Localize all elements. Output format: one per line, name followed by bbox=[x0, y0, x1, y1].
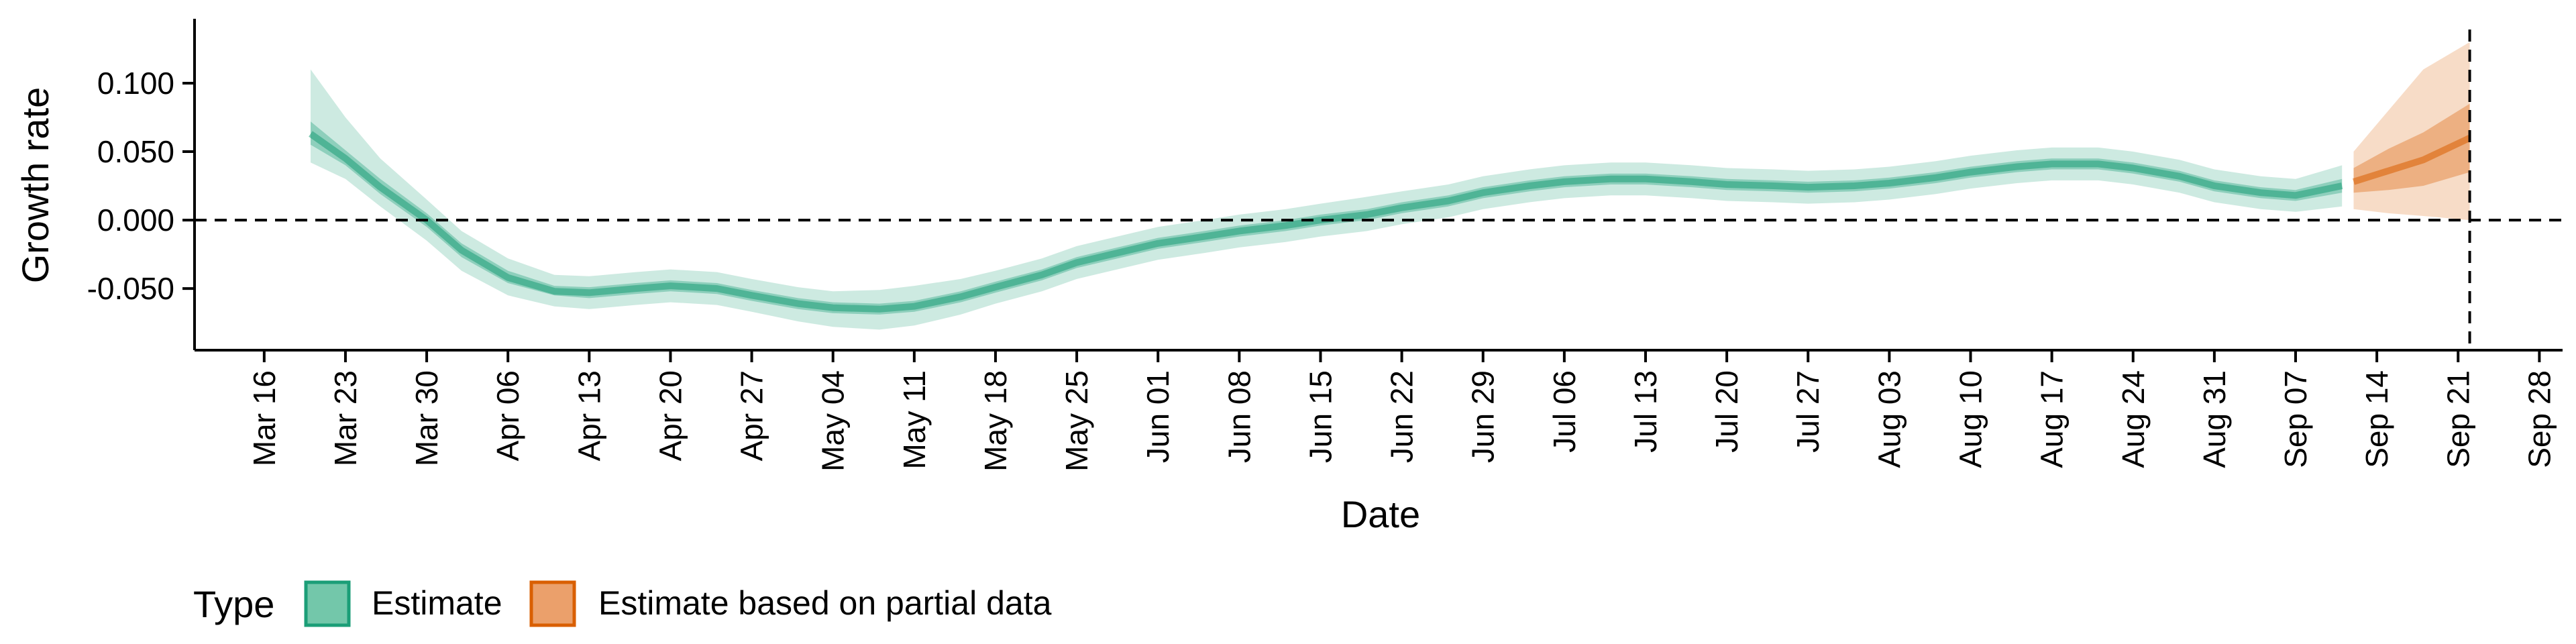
reference-lines bbox=[195, 30, 2563, 350]
y-tick-label: -0.050 bbox=[87, 271, 174, 306]
x-tick-label: Apr 27 bbox=[735, 370, 769, 462]
x-tick-label: Aug 24 bbox=[2116, 370, 2151, 468]
y-axis-title: Growth rate bbox=[14, 87, 56, 284]
x-tick-label: Jun 22 bbox=[1385, 370, 1419, 463]
legend-item-estimate: Estimate bbox=[304, 580, 502, 627]
x-tick-label: May 18 bbox=[978, 370, 1013, 472]
x-tick-label: Sep 07 bbox=[2278, 370, 2313, 468]
legend-label-estimate: Estimate bbox=[372, 584, 502, 622]
x-tick-label: Jun 08 bbox=[1222, 370, 1256, 463]
x-tick-label: Jun 01 bbox=[1140, 370, 1175, 463]
legend-title: Type bbox=[193, 583, 274, 625]
x-tick-label: Aug 10 bbox=[1953, 370, 1988, 468]
y-axis-ticks: -0.050 0.000 0.050 0.100 bbox=[87, 66, 195, 306]
x-axis-title: Date bbox=[1341, 493, 1420, 535]
legend-item-partial: Estimate based on partial data bbox=[529, 580, 1052, 627]
series-0 bbox=[309, 69, 2343, 330]
x-tick-label: Jul 27 bbox=[1790, 370, 1825, 453]
x-tick-label: Mar 23 bbox=[328, 370, 363, 466]
x-tick-label: Aug 03 bbox=[1872, 370, 1907, 468]
x-tick-label: Apr 06 bbox=[490, 370, 525, 462]
x-tick-label: Apr 13 bbox=[572, 370, 606, 462]
x-axis-ticks: Mar 16 Mar 23 Mar 30 Apr 06 Apr 13 Apr 20 Apr … bbox=[247, 350, 2557, 472]
x-tick-label: Jul 13 bbox=[1628, 370, 1663, 453]
x-tick-label: Jul 20 bbox=[1709, 370, 1744, 453]
y-tick-label: 0.100 bbox=[97, 66, 174, 101]
series-1 bbox=[2353, 42, 2471, 221]
legend-swatch-partial bbox=[529, 580, 576, 627]
x-tick-label: Sep 21 bbox=[2440, 370, 2475, 468]
x-tick-label: Aug 17 bbox=[2035, 370, 2070, 468]
median-line-series-0 bbox=[309, 131, 2343, 313]
x-tick-label: Jul 06 bbox=[1547, 370, 1582, 453]
uncertainty-bands bbox=[309, 42, 2471, 330]
legend-swatch-estimate bbox=[304, 580, 351, 627]
x-tick-label: Mar 16 bbox=[247, 370, 282, 466]
x-tick-label: Jun 29 bbox=[1466, 370, 1501, 463]
x-tick-label: May 25 bbox=[1059, 370, 1094, 472]
x-tick-label: May 04 bbox=[816, 370, 851, 472]
x-tick-label: Jun 15 bbox=[1303, 370, 1338, 463]
x-tick-label: Mar 30 bbox=[409, 370, 444, 466]
y-tick-label: 0.000 bbox=[97, 203, 174, 237]
x-tick-label: Sep 28 bbox=[2522, 370, 2557, 468]
x-tick-label: May 11 bbox=[897, 370, 932, 469]
x-tick-label: Apr 20 bbox=[653, 370, 688, 462]
x-tick-label: Aug 31 bbox=[2197, 370, 2232, 468]
x-tick-label: Sep 14 bbox=[2359, 370, 2394, 468]
legend: Type Estimate Estimate based on partial … bbox=[193, 580, 1052, 627]
y-tick-label: 0.050 bbox=[97, 134, 174, 169]
legend-label-partial: Estimate based on partial data bbox=[598, 584, 1052, 622]
median-line-series-1 bbox=[2353, 135, 2471, 185]
